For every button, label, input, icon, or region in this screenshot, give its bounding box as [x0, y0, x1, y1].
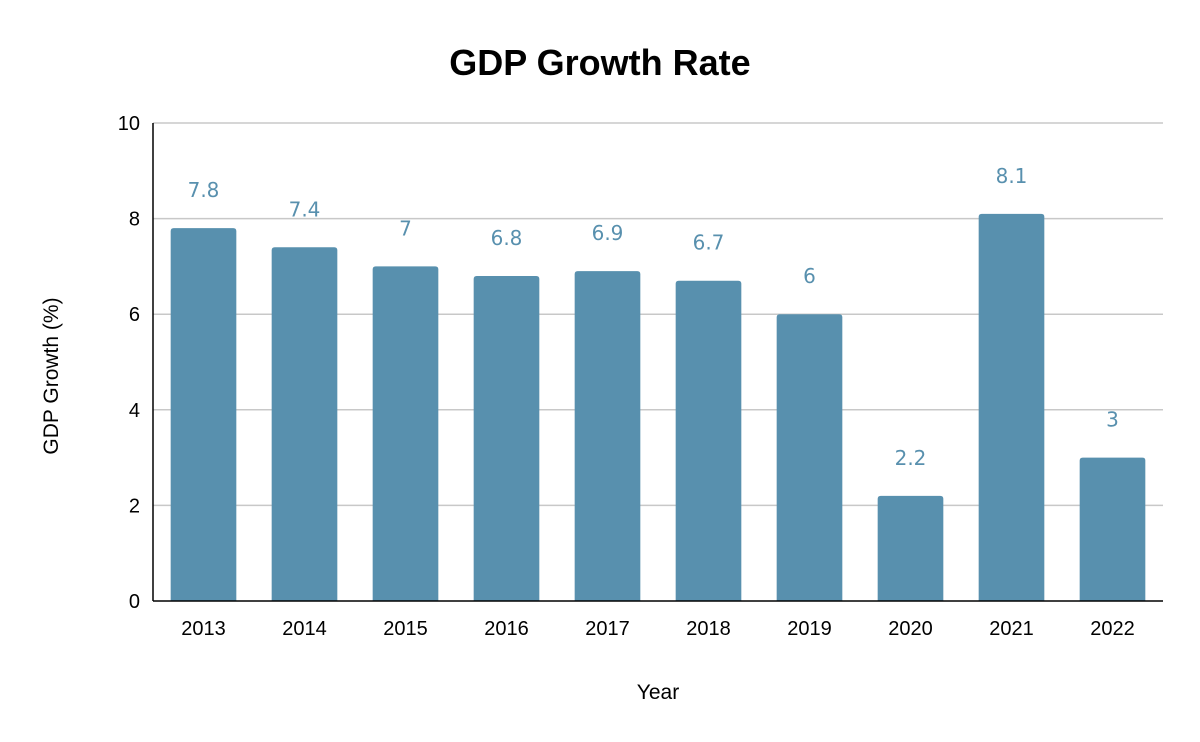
y-tick-label: 10	[118, 113, 140, 135]
bar-2017	[574, 271, 641, 601]
data-label-2015: 7	[399, 216, 412, 240]
data-label-2022: 3	[1106, 408, 1119, 432]
chart-title: GDP Growth Rate	[449, 42, 750, 83]
y-tick-label: 4	[129, 400, 140, 422]
x-axis-ticks: 2013 2014 2015 2016 2017 2018 2019 2020 2021 2022	[181, 618, 1135, 640]
bar-2016	[473, 275, 540, 601]
bar-2022	[1079, 457, 1146, 601]
data-label-2013: 7.8	[188, 178, 220, 202]
data-labels: 7.8 7.4 7 6.8 6.9 6.7 6 2.2 8.1 3	[188, 164, 1119, 470]
x-axis-label: Year	[637, 681, 679, 704]
bar-2019	[776, 314, 843, 601]
data-label-2020: 2.2	[895, 446, 927, 470]
y-axis-ticks: 0 2 4 6 8 10	[118, 113, 140, 613]
data-label-2021: 8.1	[996, 164, 1028, 188]
x-tick-label: 2018	[686, 618, 731, 640]
x-tick-label: 2019	[787, 618, 832, 640]
bar-2020	[877, 495, 944, 601]
data-label-2014: 7.4	[289, 197, 321, 221]
y-tick-label: 8	[129, 209, 140, 231]
x-tick-label: 2021	[989, 618, 1034, 640]
y-tick-label: 2	[129, 495, 140, 517]
data-label-2016: 6.8	[491, 226, 523, 250]
data-label-2017: 6.9	[592, 221, 624, 245]
x-tick-label: 2020	[888, 618, 933, 640]
bar-2014	[271, 247, 338, 601]
y-axis-label: GDP Growth (%)	[40, 297, 63, 454]
x-tick-label: 2015	[383, 618, 428, 640]
bars	[170, 213, 1146, 601]
x-tick-label: 2017	[585, 618, 630, 640]
data-label-2018: 6.7	[693, 231, 725, 255]
bar-2018	[675, 280, 742, 601]
bar-2013	[170, 228, 237, 601]
y-tick-label: 6	[129, 304, 140, 326]
data-label-2019: 6	[803, 264, 816, 288]
bar-2021	[978, 213, 1045, 601]
x-tick-label: 2016	[484, 618, 529, 640]
x-tick-label: 2014	[282, 618, 327, 640]
x-tick-label: 2022	[1090, 618, 1135, 640]
y-tick-label: 0	[129, 591, 140, 613]
bar-2015	[372, 266, 439, 601]
x-tick-label: 2013	[181, 618, 226, 640]
